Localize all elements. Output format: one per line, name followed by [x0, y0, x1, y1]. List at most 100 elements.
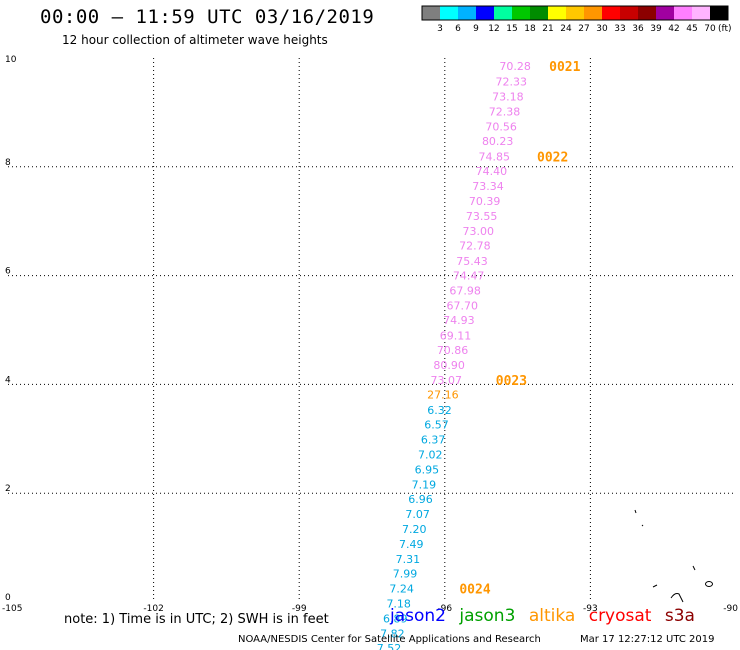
color-bar-label: 15	[506, 24, 517, 34]
wave-height-point: 6.57	[424, 419, 449, 432]
color-swatch	[530, 6, 548, 20]
legend-cryosat: cryosat	[588, 606, 652, 626]
y-tick-label: 4	[5, 375, 11, 385]
island-mark	[634, 509, 637, 514]
wave-height-point: 74.85	[479, 150, 511, 163]
wave-height-point: 73.55	[466, 210, 498, 223]
color-bar-label: 6	[455, 24, 461, 34]
y-tick-label: 6	[5, 267, 11, 277]
wave-height-point: 80.23	[482, 135, 514, 148]
satellite-legend: jason2 jason3 altika cryosat s3a	[390, 606, 703, 626]
legend-jason2: jason2	[390, 606, 446, 626]
wave-height-point: 73.00	[463, 225, 495, 238]
coastline-mark	[652, 584, 658, 588]
x-tick-label: -102	[143, 604, 163, 614]
color-swatch	[656, 6, 674, 20]
color-swatch	[638, 6, 656, 20]
wave-height-point: 27.16	[427, 389, 459, 402]
color-bar-label: 12	[488, 24, 499, 34]
time-label: 0023	[496, 374, 527, 389]
wave-height-point: 72.33	[496, 75, 528, 88]
wave-height-point: 67.70	[447, 300, 479, 313]
wave-height-point: 80.90	[433, 359, 465, 372]
time-label: 0024	[459, 582, 490, 597]
wave-height-point: 6.96	[408, 493, 433, 506]
island-mark	[705, 581, 713, 587]
coastline-mark	[670, 593, 684, 603]
color-swatch	[674, 6, 692, 20]
y-tick-label: 0	[5, 593, 11, 603]
color-bar-label: 45	[686, 24, 697, 34]
color-bar-label: 70	[704, 24, 716, 34]
wave-height-point: 6.95	[415, 463, 440, 476]
color-bar-label: 3	[437, 24, 443, 34]
legend-altika: altika	[528, 606, 576, 626]
wave-height-point: 7.52	[377, 642, 402, 650]
color-swatch	[458, 6, 476, 20]
color-swatch	[512, 6, 530, 20]
x-tick-label: -96	[437, 604, 452, 614]
x-tick-label: -99	[292, 604, 307, 614]
wave-height-point: 72.38	[489, 105, 521, 118]
wave-height-point: 7.31	[396, 553, 421, 566]
y-tick-label: 2	[5, 484, 11, 494]
legend-s3a: s3a	[664, 606, 695, 626]
wave-height-point: 74.40	[476, 165, 508, 178]
wave-height-point: 6.89	[383, 612, 408, 625]
color-scale-bar: 3 6 9 12 15 18 21 24 27 30 33 36 39 42 45 70 (ft)	[421, 5, 732, 34]
color-bar-label: 36	[632, 24, 644, 34]
wave-height-point: 7.82	[380, 628, 405, 641]
wave-height-point: 6.32	[427, 404, 452, 417]
color-swatch	[620, 6, 638, 20]
color-swatch	[440, 6, 458, 20]
island-mark	[641, 524, 644, 527]
color-bar-label: 18	[524, 24, 536, 34]
color-bar-unit: (ft)	[718, 24, 732, 34]
x-tick-label: -90	[723, 604, 738, 614]
wave-height-point: 70.56	[485, 121, 517, 134]
wave-height-point: 7.18	[386, 598, 411, 611]
wave-height-point: 70.86	[437, 344, 469, 357]
color-bar-border	[421, 5, 729, 21]
color-bar-label: 39	[650, 24, 662, 34]
wave-height-point: 75.43	[456, 255, 488, 268]
island-mark	[692, 565, 696, 571]
footer-timestamp: Mar 17 12:27:12 UTC 2019	[580, 634, 715, 645]
color-bar-label: 9	[473, 24, 479, 34]
wave-height-point: 70.39	[469, 195, 501, 208]
wave-height-point: 7.20	[402, 523, 427, 536]
wave-height-point: 70.28	[499, 60, 531, 73]
color-swatch	[476, 6, 494, 20]
wave-height-point: 6.37	[421, 433, 446, 446]
color-bar-label: 24	[560, 24, 572, 34]
wave-height-point: 73.18	[492, 91, 524, 104]
x-tick-label: -93	[583, 604, 598, 614]
color-swatch	[548, 6, 566, 20]
x-tick-label: -105	[2, 604, 22, 614]
color-bar-label: 30	[596, 24, 608, 34]
legend-jason3: jason3	[459, 606, 516, 626]
wave-height-point: 74.47	[453, 270, 485, 283]
color-bar-label: 33	[614, 24, 625, 34]
wave-height-point: 7.02	[418, 449, 443, 462]
chart-subtitle: 12 hour collection of altimeter wave hei…	[62, 33, 328, 47]
color-swatch	[566, 6, 584, 20]
y-tick-label: 8	[5, 158, 11, 168]
coastline-fragments	[634, 509, 713, 603]
wave-height-point: 7.99	[393, 568, 418, 581]
footer-agency: NOAA/NESDIS Center for Satellite Applica…	[238, 634, 541, 645]
wave-height-point: 73.34	[472, 180, 504, 193]
wave-height-point: 7.07	[405, 508, 430, 521]
wave-height-point: 67.98	[449, 284, 481, 297]
color-bar-label: 42	[668, 24, 679, 34]
color-swatch	[494, 6, 512, 20]
color-bar-label: 21	[542, 24, 553, 34]
color-bar-label: 27	[578, 24, 589, 34]
wave-height-point: 7.19	[412, 478, 437, 491]
color-swatch	[602, 6, 620, 20]
y-tick-label: 10	[5, 55, 17, 65]
wave-height-point: 69.11	[440, 329, 472, 342]
units-note: note: 1) Time is in UTC; 2) SWH is in fe…	[64, 612, 329, 627]
wave-height-point: 7.24	[389, 582, 414, 595]
